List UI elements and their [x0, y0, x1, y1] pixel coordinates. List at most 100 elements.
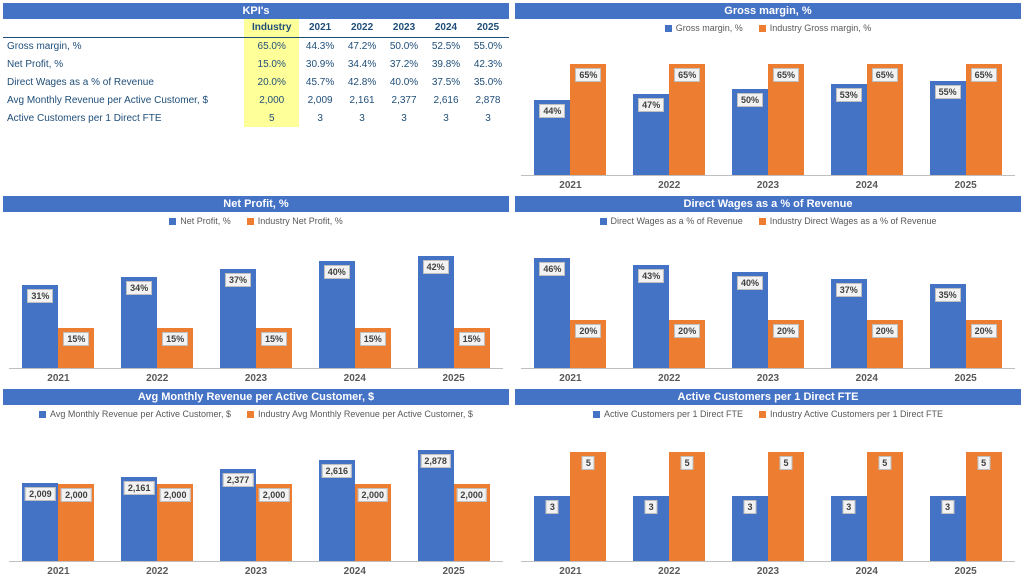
x-label: 2022	[658, 562, 680, 577]
legend-item: Industry Direct Wages as a % of Revenue	[759, 216, 937, 226]
bar-label: 15%	[261, 332, 287, 346]
kpi-row: Active Customers per 1 Direct FTE533333	[3, 109, 509, 127]
kpi-val: 2,377	[383, 91, 425, 109]
bar-group: 352025	[916, 441, 1015, 577]
bar-group: 40%20%2023	[719, 248, 818, 384]
bar-label: 2,000	[160, 488, 191, 502]
bar-label: 2,878	[420, 454, 451, 468]
x-label: 2021	[559, 176, 581, 191]
kpi-val: 3	[383, 109, 425, 127]
bar-series1: 35%	[930, 284, 966, 368]
bar-label: 2,616	[322, 464, 353, 478]
kpi-header: 2022	[341, 19, 383, 37]
chart-area: 352021352022352023352024352025	[515, 421, 1021, 579]
legend-label: Avg Monthly Revenue per Active Customer,…	[50, 409, 231, 419]
chart-title: Direct Wages as a % of Revenue	[515, 196, 1021, 212]
kpi-val: 30.9%	[299, 55, 341, 73]
legend-label: Net Profit, %	[180, 216, 231, 226]
x-label: 2023	[757, 176, 779, 191]
bar-label: 55%	[935, 85, 961, 99]
chart-title: Gross margin, %	[515, 3, 1021, 19]
kpi-val: 2,616	[425, 91, 467, 109]
legend-item: Industry Avg Monthly Revenue per Active …	[247, 409, 473, 419]
kpi-industry-val: 65.0%	[244, 37, 299, 55]
x-label: 2025	[954, 562, 976, 577]
chart-legend: Active Customers per 1 Direct FTE Industr…	[515, 405, 1021, 421]
kpi-val: 37.2%	[383, 55, 425, 73]
legend-swatch	[600, 218, 607, 225]
x-label: 2022	[658, 369, 680, 384]
bar-group: 2,0092,0002021	[9, 441, 108, 577]
kpi-row: Avg Monthly Revenue per Active Customer,…	[3, 91, 509, 109]
kpi-industry-val: 5	[244, 109, 299, 127]
legend-item: Industry Gross margin, %	[759, 23, 872, 33]
legend-label: Industry Gross margin, %	[770, 23, 872, 33]
legend-swatch	[759, 411, 766, 418]
bar-group: 352022	[620, 441, 719, 577]
bar-series2: 65%	[570, 64, 606, 175]
bar-label: 2,000	[358, 488, 389, 502]
bar-series2: 2,000	[157, 484, 193, 561]
legend-swatch	[759, 218, 766, 225]
bar-label: 65%	[773, 68, 799, 82]
x-label: 2024	[344, 369, 366, 384]
chart-wages: Direct Wages as a % of Revenue Direct Wag…	[515, 196, 1021, 386]
kpi-row: Net Profit, %15.0%30.9%34.4%37.2%39.8%42…	[3, 55, 509, 73]
chart-fte: Active Customers per 1 Direct FTEActive …	[515, 389, 1021, 579]
chart-netprofit: Net Profit, %Net Profit, %Industry Net P…	[3, 196, 509, 386]
legend-item: Industry Active Customers per 1 Direct F…	[759, 409, 943, 419]
bar-label: 34%	[126, 281, 152, 295]
kpi-title: KPI's	[3, 3, 509, 19]
bar-label: 3	[743, 500, 756, 514]
bar-label: 46%	[539, 262, 565, 276]
chart-legend: Avg Monthly Revenue per Active Customer,…	[3, 405, 509, 421]
legend-label: Direct Wages as a % of Revenue	[611, 216, 743, 226]
kpi-header: 2025	[467, 19, 509, 37]
kpi-val: 3	[467, 109, 509, 127]
bar-group: 2,1612,0002022	[108, 441, 207, 577]
chart-title: Avg Monthly Revenue per Active Customer,…	[3, 389, 509, 405]
bar-label: 50%	[737, 93, 763, 107]
bar-label: 15%	[162, 332, 188, 346]
chart-area: 46%20%202143%20%202240%20%202337%20%2024…	[515, 228, 1021, 386]
kpi-val: 3	[341, 109, 383, 127]
bar-label: 37%	[836, 283, 862, 297]
kpi-val: 2,009	[299, 91, 341, 109]
bar-group: 43%20%2022	[620, 248, 719, 384]
bar-series2: 65%	[966, 64, 1002, 175]
bar-label: 5	[779, 456, 792, 470]
bar-group: 2,8782,0002025	[404, 441, 503, 577]
bar-series1: 2,616	[319, 460, 355, 561]
x-label: 2024	[856, 562, 878, 577]
kpi-val: 52.5%	[425, 37, 467, 55]
kpi-row-label: Net Profit, %	[3, 55, 244, 73]
bar-series2: 20%	[669, 320, 705, 368]
kpi-val: 39.8%	[425, 55, 467, 73]
bar-series1: 40%	[732, 272, 768, 368]
bar-series1: 2,161	[121, 477, 157, 561]
bar-group: 42%15%2025	[404, 248, 503, 384]
bar-series2: 5	[669, 452, 705, 561]
x-label: 2023	[757, 369, 779, 384]
x-label: 2025	[954, 369, 976, 384]
legend-item: Active Customers per 1 Direct FTE	[593, 409, 743, 419]
x-label: 2023	[757, 562, 779, 577]
bar-series1: 2,009	[22, 483, 58, 561]
kpi-row-label: Active Customers per 1 Direct FTE	[3, 109, 244, 127]
bar-series2: 65%	[669, 64, 705, 175]
kpi-row-label: Gross margin, %	[3, 37, 244, 55]
kpi-val: 50.0%	[383, 37, 425, 55]
kpi-val: 44.3%	[299, 37, 341, 55]
chart-area: 31%15%202134%15%202237%15%202340%15%2024…	[3, 228, 509, 386]
legend-item: Net Profit, %	[169, 216, 231, 226]
kpi-industry-val: 15.0%	[244, 55, 299, 73]
bar-label: 2,009	[25, 487, 56, 501]
bar-label: 20%	[971, 324, 997, 338]
x-label: 2025	[442, 369, 464, 384]
bar-label: 47%	[638, 98, 664, 112]
bar-series1: 50%	[732, 89, 768, 175]
bar-label: 2,000	[456, 488, 487, 502]
kpi-val: 2,878	[467, 91, 509, 109]
bar-series2: 65%	[768, 64, 804, 175]
bar-series2: 65%	[867, 64, 903, 175]
